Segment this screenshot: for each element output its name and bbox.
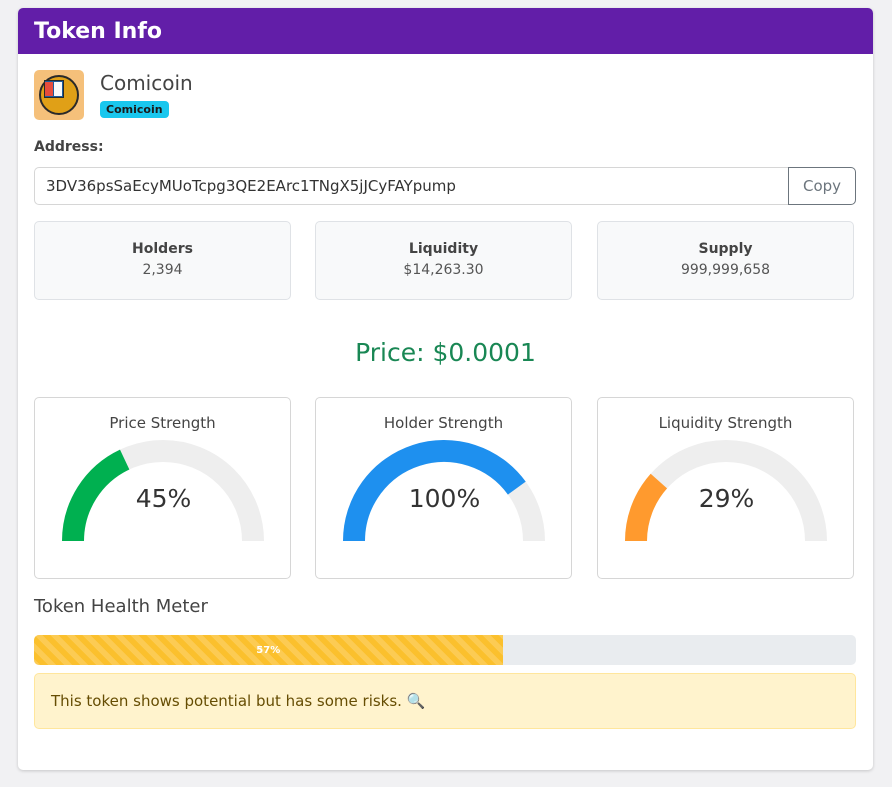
address-field[interactable]	[34, 167, 788, 205]
gauge-arc	[343, 440, 545, 542]
gauge-title: Liquidity Strength	[658, 414, 793, 432]
address-label: Address:	[34, 139, 104, 155]
gauge-price-strength: Price Strength 45%	[34, 397, 291, 579]
gauge-fill	[62, 449, 130, 542]
token-logo-icon	[34, 70, 84, 120]
token-summary: Comicoin Comicoin	[34, 70, 193, 120]
gauge-title: Price Strength	[109, 414, 216, 432]
token-info-card: Token Info Comicoin Comicoin Address: Co…	[18, 8, 873, 770]
copy-button[interactable]: Copy	[788, 167, 856, 205]
gauge-value: 29%	[698, 484, 755, 513]
gauge-arc	[625, 440, 827, 542]
gauge-arc	[62, 440, 264, 542]
stat-holders: Holders 2,394	[34, 221, 291, 300]
token-symbol-badge: Comicoin	[100, 101, 169, 118]
token-name: Comicoin	[100, 71, 193, 95]
health-progress-bar: 57%	[34, 635, 856, 665]
gauge-value: 100%	[408, 484, 481, 513]
gauge-liquidity-strength: Liquidity Strength 29%	[597, 397, 854, 579]
stat-value: 999,999,658	[680, 262, 771, 278]
stat-value: $14,263.30	[403, 262, 484, 278]
card-header: Token Info	[18, 8, 873, 54]
stat-label: Holders	[132, 241, 193, 257]
health-message-text: This token shows potential but has some …	[51, 692, 426, 710]
health-meter-title: Token Health Meter	[34, 596, 208, 617]
token-price: Price: $0.0001	[355, 338, 536, 367]
gauge-fill	[343, 440, 526, 542]
stat-label: Supply	[698, 241, 753, 257]
health-progress-fill: 57%	[34, 635, 503, 665]
gauge-value: 45%	[135, 484, 192, 513]
stat-value: 2,394	[142, 262, 183, 278]
health-message: This token shows potential but has some …	[34, 673, 856, 729]
address-input-group: Copy	[34, 167, 856, 205]
gauge-title: Holder Strength	[383, 414, 504, 432]
card-title: Token Info	[34, 18, 163, 44]
gauge-holder-strength: Holder Strength 100%	[315, 397, 572, 579]
gauge-fill	[625, 473, 668, 542]
health-progress-label: 57%	[256, 644, 281, 656]
stat-supply: Supply 999,999,658	[597, 221, 854, 300]
stat-label: Liquidity	[408, 241, 479, 257]
stat-liquidity: Liquidity $14,263.30	[315, 221, 572, 300]
